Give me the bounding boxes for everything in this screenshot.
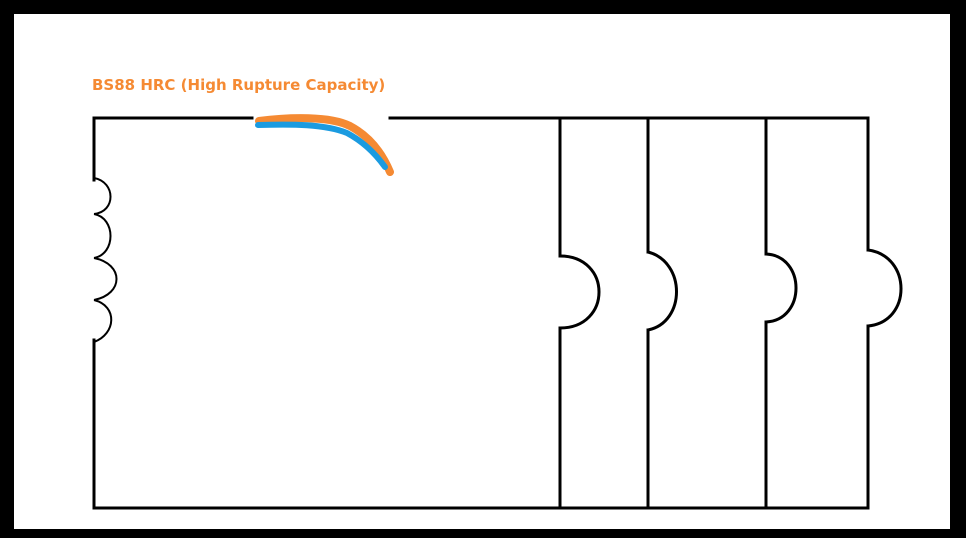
fuse-blade-blue-stroke bbox=[255, 121, 388, 170]
inductor-coil bbox=[93, 177, 118, 343]
circuit-wires bbox=[92, 116, 870, 510]
inductor-turn-2 bbox=[93, 213, 112, 259]
inductor-turn-4 bbox=[93, 299, 113, 343]
lamp-2 bbox=[647, 250, 678, 332]
lamp-4 bbox=[867, 248, 903, 328]
lamp-3 bbox=[765, 252, 798, 324]
inductor-turn-1 bbox=[93, 177, 112, 215]
fuse-label: BS88 HRC (High Rupture Capacity) bbox=[92, 76, 386, 94]
lamps bbox=[559, 248, 903, 332]
lamp-1 bbox=[559, 254, 601, 330]
fuse-blade-orange-stroke bbox=[255, 114, 394, 176]
fuse-blade bbox=[255, 114, 394, 176]
inductor-turn-3 bbox=[93, 257, 118, 301]
